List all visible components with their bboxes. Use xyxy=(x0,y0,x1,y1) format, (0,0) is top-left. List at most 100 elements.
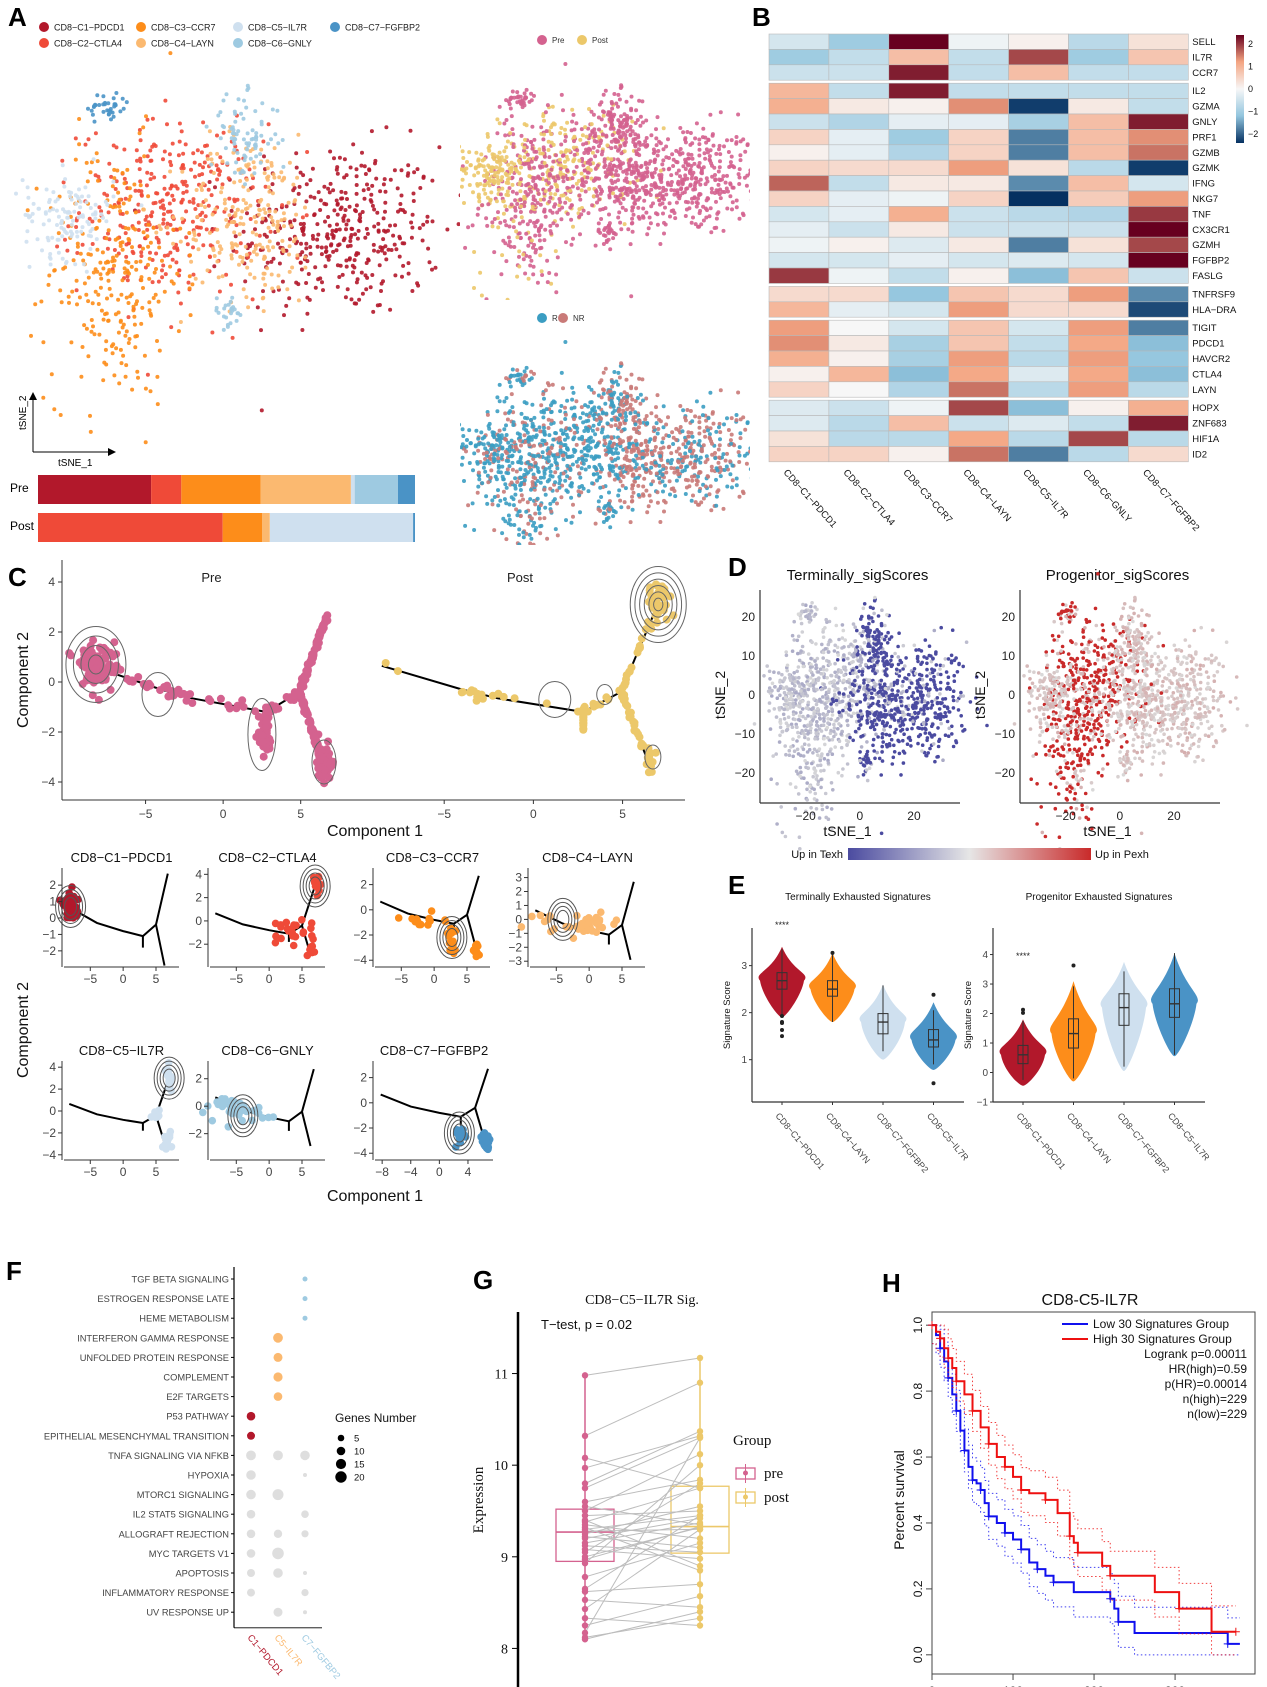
cell-point-pre xyxy=(517,254,521,259)
cell-point-C3 xyxy=(127,197,132,202)
cell-point-R xyxy=(537,511,542,516)
cell-point-C1 xyxy=(352,258,357,263)
cell-point-pre xyxy=(728,181,733,186)
cell-point-C1 xyxy=(345,197,349,201)
cell-point-C7 xyxy=(97,103,102,107)
cell-point-C3 xyxy=(100,250,105,255)
stacked-bar-segment-pre-C3 xyxy=(181,475,261,504)
cell-point-NR xyxy=(738,436,743,441)
cell-point-C5 xyxy=(78,205,83,210)
cell-point-pre xyxy=(560,153,565,158)
heatmap-cell-HOPX-3 xyxy=(948,399,1009,416)
cell-point-NR xyxy=(730,478,735,483)
cell-point-C1 xyxy=(430,267,434,272)
cell-point-C3 xyxy=(79,374,84,379)
heatmap-cell-IFNG-0 xyxy=(768,175,830,192)
cell-point-post xyxy=(492,179,497,184)
cell-point-post xyxy=(523,137,527,142)
cell-point-pre xyxy=(725,206,730,211)
cell-point-C2 xyxy=(208,243,213,248)
cell-point-R xyxy=(585,448,590,453)
cell-point-pre xyxy=(599,138,604,143)
cell-point-C3 xyxy=(117,204,122,209)
cell-point-NR xyxy=(514,447,519,452)
cell-point-C3 xyxy=(126,341,131,345)
cell-point-C2 xyxy=(224,272,229,277)
cell-point-C2 xyxy=(123,231,128,236)
heatmap-cell-GZMB-6 xyxy=(1128,144,1189,161)
cell-point-C3 xyxy=(105,259,110,264)
cell-point-C4 xyxy=(303,255,308,260)
cell-point-pre xyxy=(596,115,601,120)
cell-point-R xyxy=(496,503,501,508)
cell-point-pre xyxy=(484,216,489,221)
cell-point-pre xyxy=(559,92,564,97)
cell-point-R xyxy=(495,395,500,400)
cell-point-NR xyxy=(732,443,737,448)
cell-point-R xyxy=(589,387,594,392)
cell-point-C2 xyxy=(181,190,186,195)
cell-point-pre xyxy=(509,202,514,207)
cell-point-C2 xyxy=(160,275,165,280)
cell-point-R xyxy=(625,394,630,399)
cell-point-C1 xyxy=(310,233,315,238)
cell-point-NR xyxy=(686,434,691,439)
cell-point-NR xyxy=(624,467,629,472)
heatmap-cell-GZMK-5 xyxy=(1068,159,1129,176)
cell-point-C2 xyxy=(105,246,110,251)
cell-point-pre xyxy=(737,175,742,180)
cell-point-C5 xyxy=(25,229,30,234)
cell-point-pre xyxy=(703,182,708,187)
cell-point-C2 xyxy=(160,198,165,203)
legend-label-C7: CD8−C7−FGFBP2 xyxy=(345,23,420,33)
cell-point-pre xyxy=(596,221,601,226)
cell-point-C5 xyxy=(50,235,55,240)
heatmap-cell-TNF-4 xyxy=(1008,206,1069,223)
cell-point-R xyxy=(661,404,666,409)
cell-point-R xyxy=(534,427,539,432)
cell-point-C1 xyxy=(333,229,338,234)
cell-point-C3 xyxy=(147,256,152,261)
heatmap-cell-ID2-3 xyxy=(948,446,1009,463)
cell-point-pre xyxy=(565,176,570,181)
cell-point-R xyxy=(541,415,546,420)
cell-point-post xyxy=(487,143,492,148)
cell-point-C3 xyxy=(134,267,139,272)
cell-point-pre xyxy=(498,220,503,225)
cell-point-R xyxy=(595,441,600,446)
heatmap-cell-LAYN-1 xyxy=(828,381,890,398)
cell-point-pre xyxy=(671,164,676,168)
cell-point-R xyxy=(619,392,623,397)
cell-point-pre xyxy=(492,217,497,221)
cell-point-C2 xyxy=(135,158,139,163)
cell-point-C6 xyxy=(218,136,223,141)
cell-point-R xyxy=(636,475,641,480)
cell-point-pre xyxy=(661,185,666,190)
cell-point-pre xyxy=(726,189,730,194)
cell-point-C7 xyxy=(90,112,95,117)
cell-point-C7 xyxy=(92,119,97,124)
cell-point-pre xyxy=(682,177,687,182)
cell-point-post xyxy=(548,191,553,196)
cell-point-C4 xyxy=(262,171,267,176)
cell-point-post xyxy=(550,104,555,109)
cell-point-pre xyxy=(717,143,722,148)
cell-point-NR xyxy=(701,443,706,448)
cell-point-NR xyxy=(489,468,494,473)
cell-point-C4 xyxy=(254,252,259,257)
cell-point-C4 xyxy=(281,176,286,181)
cell-point-C2 xyxy=(169,163,174,168)
cell-point-pre xyxy=(621,197,626,201)
cell-point-C4 xyxy=(171,241,176,246)
cell-point-pre xyxy=(629,106,634,111)
cell-point-C1 xyxy=(315,222,320,227)
cell-point-R xyxy=(535,479,540,483)
cell-point-R xyxy=(536,453,541,458)
cell-point-C5 xyxy=(59,221,64,226)
cell-point-C6 xyxy=(238,171,243,175)
cell-point-R xyxy=(597,422,601,427)
cell-point-pre xyxy=(612,92,617,96)
heatmap-cell-LAYN-4 xyxy=(1008,381,1069,398)
cell-point-C7 xyxy=(113,102,118,107)
cell-point-C6 xyxy=(233,119,238,124)
